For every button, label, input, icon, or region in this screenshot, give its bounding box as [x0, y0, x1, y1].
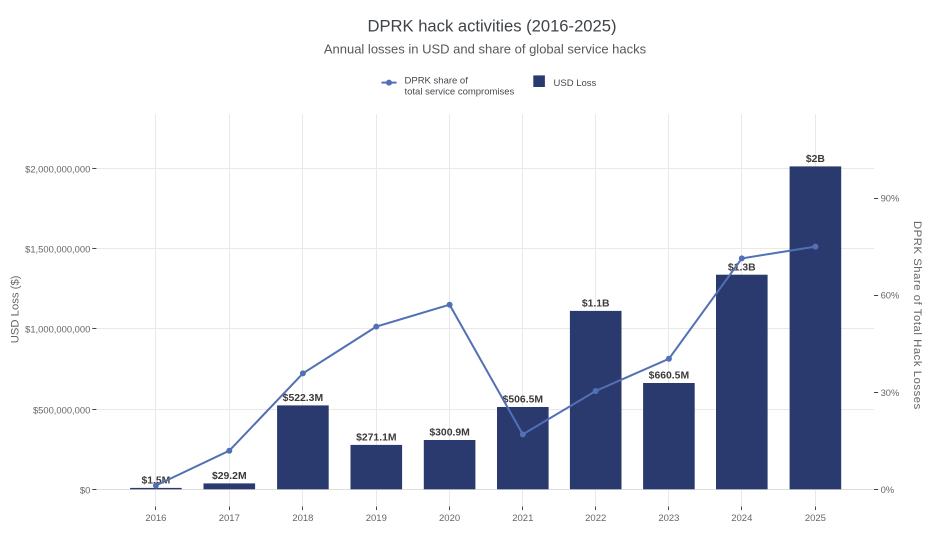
svg-text:Annual losses in USD and share: Annual losses in USD and share of global…: [324, 41, 647, 56]
svg-text:2025: 2025: [805, 513, 826, 524]
svg-text:DPRK share of: DPRK share of: [405, 75, 469, 86]
svg-text:$1.5M: $1.5M: [141, 476, 170, 487]
svg-text:$660.5M: $660.5M: [649, 371, 689, 382]
svg-text:2022: 2022: [585, 513, 606, 524]
svg-text:$500,000,000: $500,000,000: [33, 405, 90, 416]
svg-text:$29.2M: $29.2M: [212, 471, 247, 482]
svg-text:2024: 2024: [731, 513, 752, 524]
svg-text:90%: 90%: [881, 192, 900, 203]
svg-text:DPRK hack activities (2016-202: DPRK hack activities (2016-2025): [367, 16, 616, 35]
svg-text:$2B: $2B: [806, 154, 826, 165]
svg-text:$271.1M: $271.1M: [356, 433, 396, 444]
svg-text:30%: 30%: [881, 387, 900, 398]
svg-text:total service compromises: total service compromises: [405, 86, 515, 97]
svg-text:$2,000,000,000: $2,000,000,000: [25, 164, 90, 175]
svg-text:2018: 2018: [292, 513, 313, 524]
svg-text:0%: 0%: [881, 484, 895, 495]
svg-text:$1,500,000,000: $1,500,000,000: [25, 244, 90, 255]
svg-text:2021: 2021: [512, 513, 533, 524]
svg-text:$1.3B: $1.3B: [728, 262, 756, 273]
svg-text:$1,000,000,000: $1,000,000,000: [25, 324, 90, 335]
svg-text:60%: 60%: [881, 290, 900, 301]
svg-text:$506.5M: $506.5M: [503, 395, 543, 406]
svg-text:$300.9M: $300.9M: [429, 428, 469, 439]
svg-text:2019: 2019: [366, 513, 387, 524]
svg-text:$1.1B: $1.1B: [582, 299, 610, 310]
svg-text:USD Loss ($): USD Loss ($): [10, 275, 22, 343]
svg-text:$0: $0: [80, 485, 90, 496]
svg-text:$522.3M: $522.3M: [283, 393, 323, 404]
svg-text:2016: 2016: [145, 513, 166, 524]
svg-text:DPRK Share of Total Hack Losse: DPRK Share of Total Hack Losses: [911, 221, 923, 410]
svg-text:2017: 2017: [219, 513, 240, 524]
svg-text:2023: 2023: [658, 513, 679, 524]
svg-text:2020: 2020: [439, 513, 460, 524]
svg-text:USD Loss: USD Loss: [554, 78, 597, 89]
